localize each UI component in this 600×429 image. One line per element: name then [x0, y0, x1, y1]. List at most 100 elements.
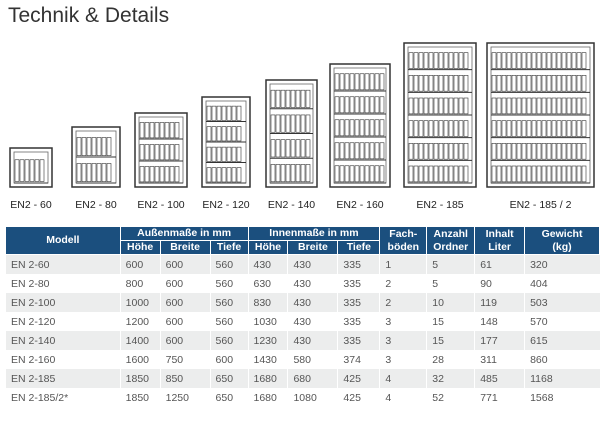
binder — [285, 139, 291, 158]
data-cell: 560 — [209, 254, 248, 274]
header-cell: Anzahl Ordner — [426, 226, 476, 255]
data-cell: 15 — [426, 312, 475, 331]
binder — [491, 165, 497, 183]
data-cell: 10 — [426, 293, 475, 312]
binder — [433, 143, 439, 160]
data-cell: 5 — [426, 274, 475, 293]
data-cell: 3 — [379, 312, 427, 331]
data-cell: 335 — [337, 274, 380, 293]
binder — [443, 97, 449, 115]
binder — [561, 52, 567, 69]
binder — [290, 139, 296, 158]
data-cell: 1400 — [119, 331, 161, 350]
header-line: Anzahl — [433, 227, 468, 240]
binder — [359, 119, 365, 137]
data-row: EN 2-185/2* 1850 1250 650 1680 1080 425 4 52 771 1… — [5, 388, 600, 407]
binder — [496, 52, 502, 69]
binder — [418, 52, 424, 69]
binder — [511, 143, 517, 160]
data-cell: 320 — [524, 254, 600, 274]
binder — [536, 165, 542, 183]
header-cell: Tiefe — [209, 240, 249, 255]
data-cell: 1250 — [159, 388, 211, 407]
binder — [496, 75, 502, 92]
data-cell: EN 2-140 — [5, 331, 121, 350]
binder — [566, 97, 572, 115]
binder — [14, 159, 20, 182]
data-cell: 1600 — [119, 350, 161, 369]
binder — [516, 75, 522, 92]
data-cell: 600 — [159, 274, 211, 293]
data-cell: EN 2-60 — [5, 254, 121, 274]
binder — [506, 120, 512, 137]
data-cell: 335 — [337, 312, 380, 331]
binder — [571, 120, 577, 137]
binder — [101, 163, 107, 183]
binder — [546, 97, 552, 115]
binder — [216, 146, 222, 162]
data-cell: 1680 — [247, 388, 288, 407]
header-line: böden — [387, 240, 420, 253]
binder — [458, 52, 464, 69]
binder — [581, 143, 587, 160]
binder — [458, 120, 464, 137]
binder — [531, 75, 537, 92]
binder — [29, 159, 35, 182]
data-cell: 750 — [159, 350, 211, 369]
data-cell: 600 — [159, 254, 211, 274]
binder — [501, 165, 507, 183]
binder — [506, 52, 512, 69]
data-cell: 580 — [287, 350, 338, 369]
binder — [556, 75, 562, 92]
binder — [433, 165, 439, 183]
binder — [408, 143, 414, 160]
binder — [576, 97, 582, 115]
binder — [463, 97, 469, 115]
binder — [546, 120, 552, 137]
binder — [154, 166, 160, 183]
binder — [418, 97, 424, 115]
header-line: Inhalt — [485, 227, 514, 240]
data-cell: 335 — [337, 331, 380, 350]
data-cell: 1568 — [524, 388, 600, 407]
binder — [453, 120, 459, 137]
binder — [270, 164, 276, 183]
binder — [285, 89, 291, 108]
binder — [521, 97, 527, 115]
binder — [285, 164, 291, 183]
binder — [81, 137, 87, 157]
binder — [154, 122, 160, 139]
data-cell: 650 — [209, 369, 248, 388]
binder — [418, 75, 424, 92]
model-label: EN2 - 120 — [202, 199, 249, 211]
binder — [428, 120, 434, 137]
data-cell: 430 — [287, 293, 338, 312]
binder — [556, 165, 562, 183]
data-cell: 600 — [209, 350, 248, 369]
header-line: Ordner — [433, 240, 469, 253]
binder — [438, 165, 444, 183]
binder — [433, 75, 439, 92]
binder — [501, 120, 507, 137]
binder — [374, 96, 380, 114]
binder — [354, 165, 360, 183]
binder — [221, 105, 227, 121]
binder — [374, 165, 380, 183]
data-cell: 800 — [119, 274, 161, 293]
binder — [236, 105, 242, 121]
header-cell: Tiefe — [337, 240, 381, 255]
header-cell: Modell — [5, 226, 121, 255]
binder — [496, 97, 502, 115]
data-cell: EN 2-80 — [5, 274, 121, 293]
data-cell: 335 — [337, 293, 380, 312]
binder — [159, 166, 165, 183]
data-cell: 119 — [474, 293, 525, 312]
binder — [96, 163, 102, 183]
data-cell: 1230 — [247, 331, 288, 350]
binder — [354, 142, 360, 160]
binder — [561, 165, 567, 183]
data-cell: 311 — [474, 350, 525, 369]
binder — [413, 120, 419, 137]
binder — [216, 105, 222, 121]
binder — [516, 120, 522, 137]
